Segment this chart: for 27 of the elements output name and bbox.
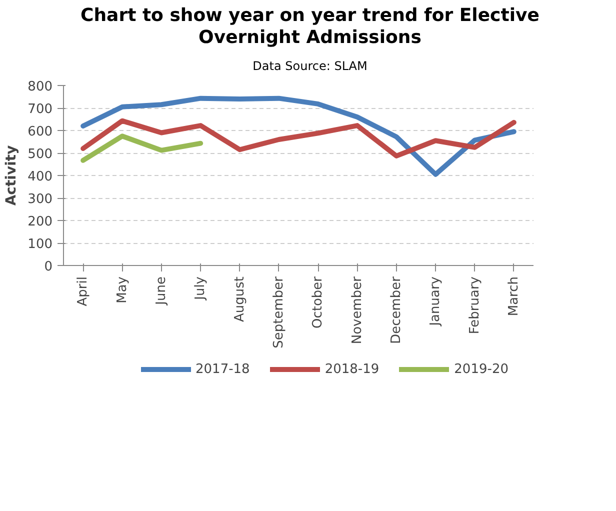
y-tick-label: 600: [28, 124, 53, 140]
x-tick-label: June: [154, 276, 169, 306]
y-tick-label: 500: [28, 147, 53, 162]
chart-title: Chart to show year on year trend for Elective Overnight Admissions: [80, 5, 540, 48]
chart-subtitle: Data Source: SLAM: [252, 58, 368, 76]
y-tick-label: 100: [28, 237, 53, 252]
y-axis-title: Activity: [4, 146, 20, 206]
x-tick-label: April: [76, 276, 91, 307]
y-tick-label: 200: [28, 214, 53, 230]
y-tick-label: 300: [28, 192, 53, 208]
x-tick-label: September: [271, 276, 286, 349]
legend-label: 2019-20: [454, 362, 508, 377]
x-tick-label: May: [114, 276, 130, 304]
y-tick-label: 400: [28, 170, 53, 185]
legend-label: 2017-18: [196, 362, 250, 377]
x-tick-label: November: [350, 276, 365, 344]
x-tick-label: August: [232, 276, 248, 322]
y-tick-label: 700: [28, 102, 53, 118]
legend-label: 2018-19: [324, 362, 380, 377]
x-tick-label: March: [506, 276, 522, 316]
x-tick-label: February: [467, 276, 482, 334]
x-tick-label: October: [310, 276, 326, 329]
x-tick-label: July: [193, 276, 208, 302]
y-tick-label: 800: [28, 80, 53, 95]
y-tick-label: 0: [44, 260, 53, 275]
x-tick-label: December: [388, 276, 404, 344]
x-tick-label: January: [428, 276, 444, 328]
